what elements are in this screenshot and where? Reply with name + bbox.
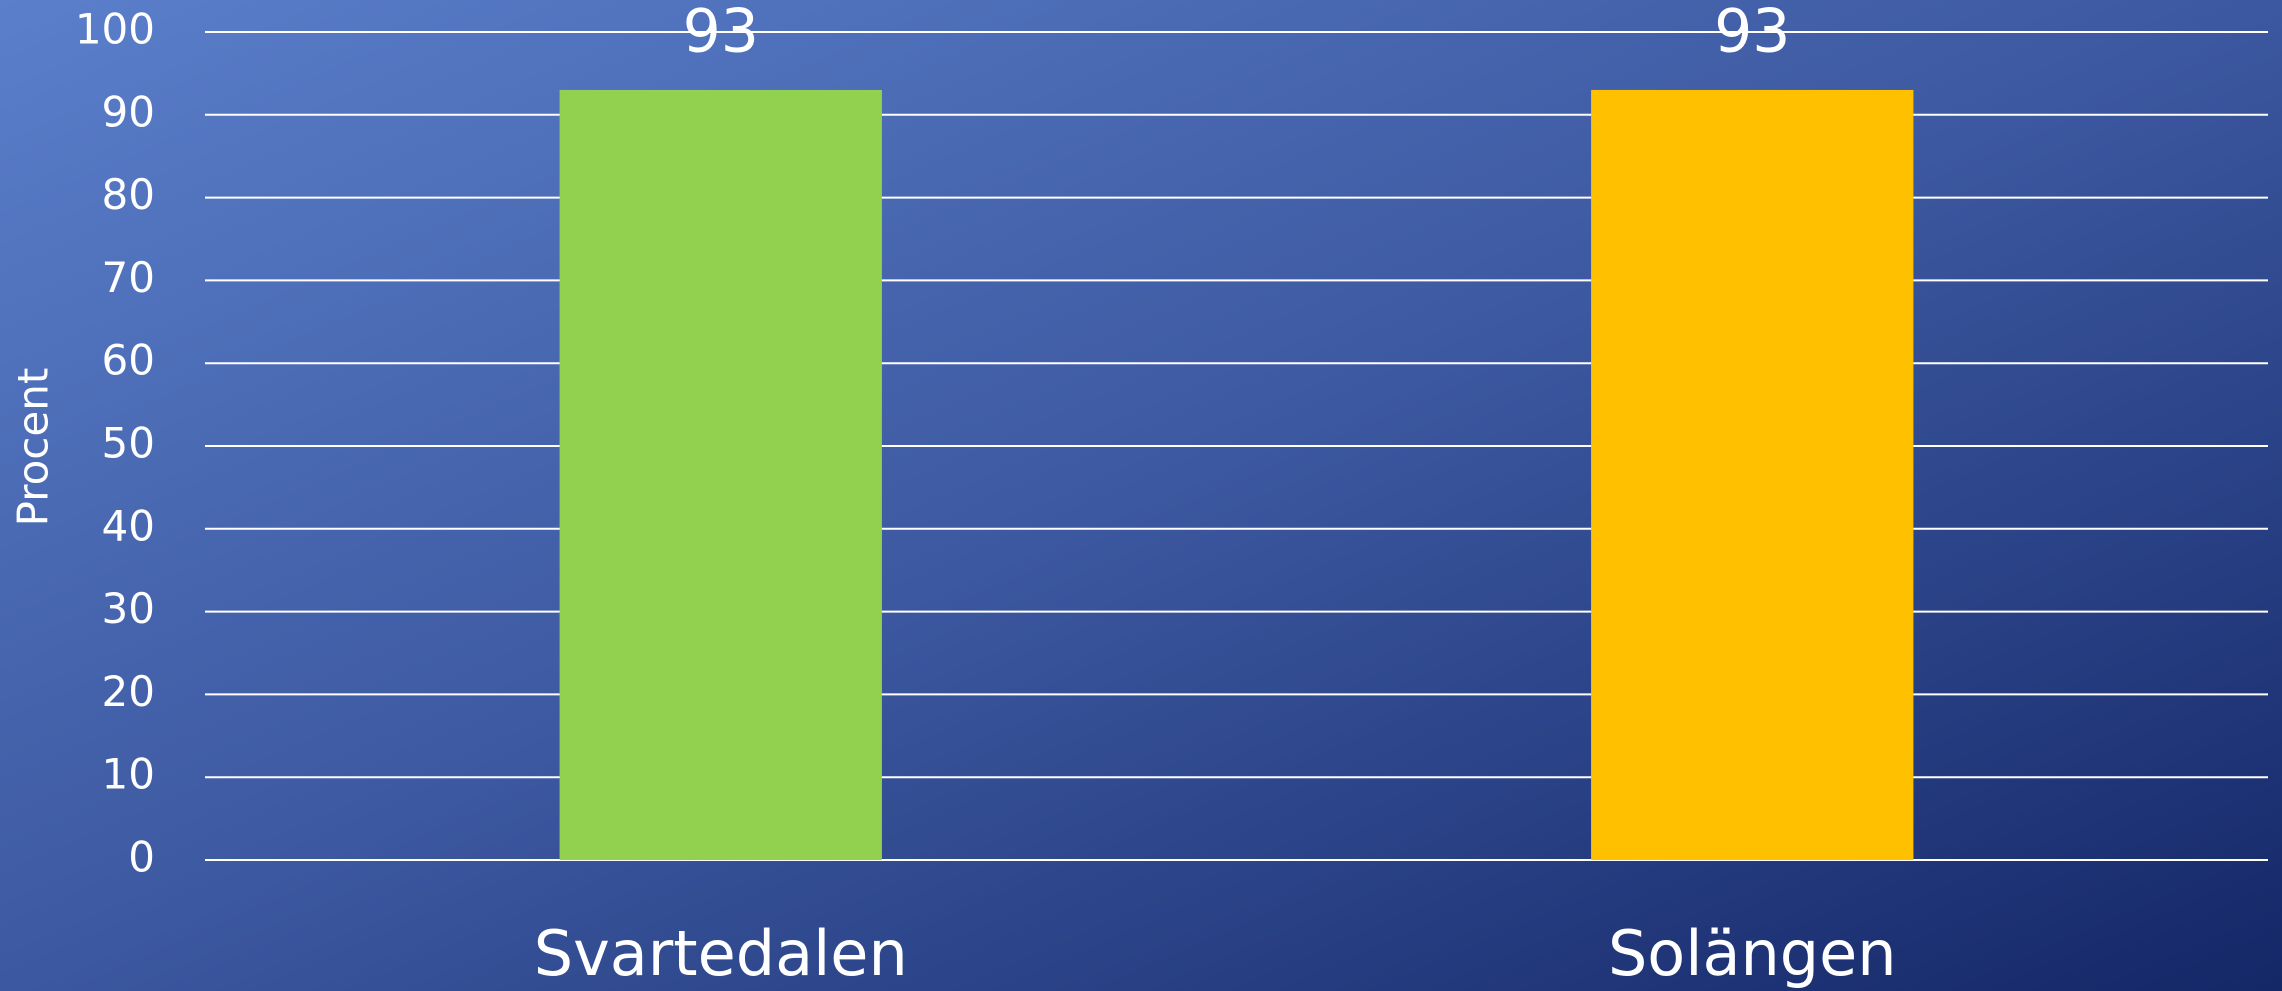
value-label: 93 (1714, 0, 1790, 67)
y-tick-label: 80 (102, 170, 155, 219)
y-tick-label: 0 (128, 833, 155, 882)
y-tick-label: 40 (102, 501, 155, 550)
y-axis-title: Procent (9, 368, 58, 527)
y-tick-label: 30 (102, 584, 155, 633)
value-label: 93 (683, 0, 759, 67)
bar (1591, 89, 1914, 860)
x-tick-label: Svartedalen (534, 917, 908, 990)
bar (559, 89, 882, 860)
y-tick-label: 20 (102, 667, 155, 716)
y-tick-label: 100 (75, 5, 155, 54)
x-tick-label: Solängen (1608, 917, 1897, 990)
y-tick-label: 50 (102, 419, 155, 468)
y-tick-label: 90 (102, 87, 155, 136)
y-tick-label: 10 (102, 750, 155, 799)
y-tick-label: 60 (102, 336, 155, 385)
y-tick-label: 70 (102, 253, 155, 302)
